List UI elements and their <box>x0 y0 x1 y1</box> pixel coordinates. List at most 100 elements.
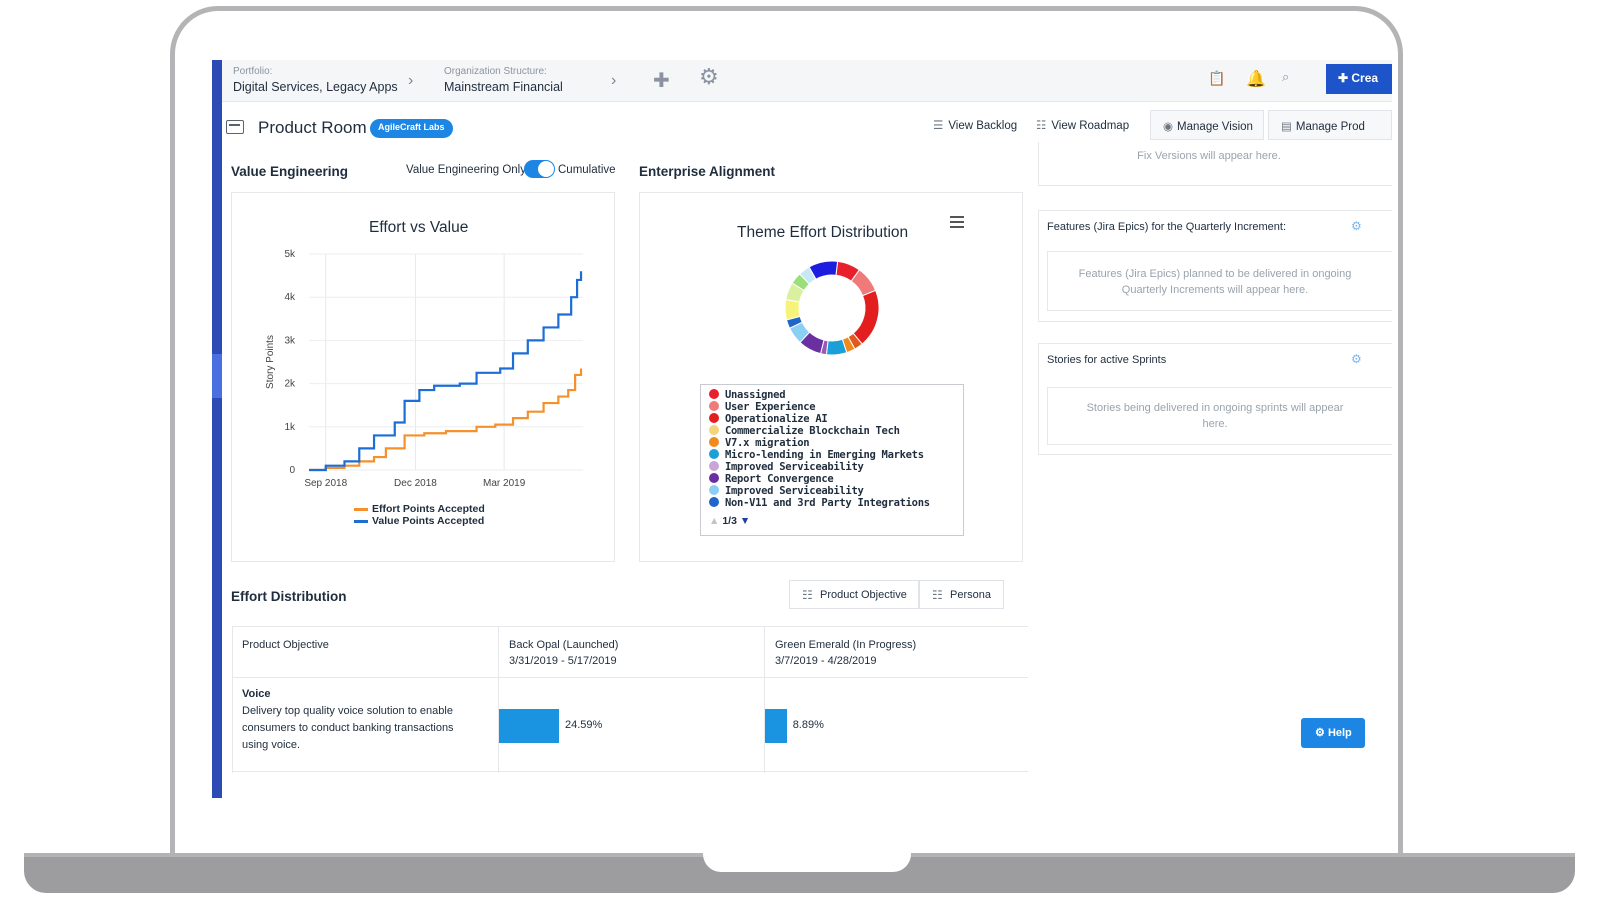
manage-vision-label: Manage Vision <box>1177 121 1253 133</box>
product-objective-button[interactable]: ☷ Product Objective <box>789 580 919 609</box>
laptop-notch <box>703 853 911 872</box>
bell-icon[interactable]: 🔔 <box>1246 71 1266 88</box>
stories-placeholder-box: Stories being delivered in ongoing sprin… <box>1047 387 1392 445</box>
donut-legend-item[interactable]: Improved Serviceability <box>709 485 963 497</box>
fix-versions-box: Fix Versions will appear here. <box>1038 142 1392 186</box>
search-icon[interactable]: ⌕ <box>1282 69 1290 84</box>
donut-legend: Unassigned User Experience Operationalize … <box>700 384 964 536</box>
y-tick-label: 3k <box>284 335 296 346</box>
donut-slice[interactable] <box>784 298 801 321</box>
table-row-divider <box>232 677 1028 678</box>
legend-dot <box>709 473 719 483</box>
view-roadmap-button[interactable]: ☷ View Roadmap <box>1036 118 1129 132</box>
hierarchy-icon: ☷ <box>802 588 813 602</box>
pager-text: 1/3 <box>722 515 737 527</box>
hierarchy-icon: ☷ <box>932 588 943 602</box>
x-tick-label: Mar 2019 <box>483 478 526 489</box>
table-col-border <box>232 627 233 773</box>
persona-button[interactable]: ☷ Persona <box>919 580 1004 609</box>
legend-dot <box>709 497 719 507</box>
accent-bar-handle[interactable] <box>212 354 222 398</box>
donut-legend-item[interactable]: Commercialize Blockchain Tech <box>709 425 963 437</box>
chevron-right-icon: › <box>611 72 617 89</box>
manage-product-button[interactable]: ▤ Manage Prod <box>1268 110 1392 140</box>
legend-item-label: Report Convergence <box>725 473 834 485</box>
features-title: Features (Jira Epics) for the Quarterly … <box>1047 221 1287 233</box>
clipboard-icon[interactable]: 📋 <box>1208 70 1226 86</box>
legend-swatch-orange <box>354 507 368 511</box>
legend-effort-points[interactable]: Effort Points Accepted <box>354 503 485 515</box>
table-header-green-emerald[interactable]: Green Emerald (In Progress) 3/7/2019 - 4/… <box>775 637 916 669</box>
voice-desc-line3: using voice. <box>242 739 301 751</box>
legend-item-label: Improved Serviceability <box>725 461 864 473</box>
settings-icon[interactable]: ⚙ <box>1351 219 1362 233</box>
gears-icon[interactable]: ⚙ <box>699 64 719 89</box>
donut-legend-item[interactable]: Micro-lending in Emerging Markets <box>709 449 963 461</box>
y-tick-label: 1k <box>284 422 296 433</box>
toggle-label-value-only: Value Engineering Only <box>406 164 526 176</box>
org-structure-label: Organization Structure: <box>444 66 547 77</box>
create-button[interactable]: ✚ Crea <box>1326 64 1392 94</box>
persona-button-label: Persona <box>950 589 991 601</box>
help-icon: ⚙ <box>1315 727 1325 739</box>
portfolio-label: Portfolio: <box>233 66 273 77</box>
features-placeholder-line1: Features (Jira Epics) planned to be deli… <box>1078 268 1352 280</box>
left-accent-bar <box>212 60 222 798</box>
chart-menu-icon[interactable] <box>950 216 964 231</box>
donut-slice[interactable] <box>808 260 839 280</box>
legend-item-label: Improved Serviceability <box>725 485 864 497</box>
table-row-divider <box>232 771 1028 772</box>
green-emerald-dates: 3/7/2019 - 4/28/2019 <box>775 655 877 667</box>
app-screen: Portfolio: Digital Services, Legacy Apps… <box>212 60 1392 798</box>
legend-item-label: Non-V11 and 3rd Party Integrations <box>725 497 930 509</box>
value-points-series-line[interactable] <box>309 271 583 472</box>
table-col-border <box>764 627 765 773</box>
effort-bar-green-emerald[interactable] <box>765 709 787 743</box>
settings-icon[interactable]: ⚙ <box>1351 352 1362 366</box>
team-badge[interactable]: AgileCraft Labs <box>370 119 453 138</box>
donut-legend-item[interactable]: V7.x migration <box>709 437 963 449</box>
table-header-back-opal[interactable]: Back Opal (Launched) 3/31/2019 - 5/17/201… <box>509 637 618 669</box>
effort-bar-back-opal[interactable] <box>499 709 559 743</box>
add-icon[interactable]: ✚ <box>653 70 670 92</box>
donut-legend-item[interactable]: Operationalize AI <box>709 413 963 425</box>
legend-dot <box>709 413 719 423</box>
org-structure-value: Mainstream Financial <box>444 80 563 94</box>
back-opal-dates: 3/31/2019 - 5/17/2019 <box>509 655 617 667</box>
stories-placeholder-line1: Stories being delivered in ongoing sprin… <box>1086 402 1344 414</box>
legend-swatch-blue <box>354 519 368 523</box>
legend-value-points[interactable]: Value Points Accepted <box>354 515 484 527</box>
voice-desc-line2: consumers to conduct banking transaction… <box>242 722 454 734</box>
donut-slice[interactable] <box>852 289 880 345</box>
y-tick-label: 4k <box>284 292 296 303</box>
cumulative-toggle[interactable] <box>524 160 555 178</box>
donut-legend-item[interactable]: Report Convergence <box>709 473 963 485</box>
pager-down-icon[interactable]: ▼ <box>736 515 751 527</box>
voice-desc-line1: Delivery top quality voice solution to e… <box>242 705 453 717</box>
legend-effort-label: Effort Points Accepted <box>372 503 485 515</box>
stories-title: Stories for active Sprints <box>1047 354 1167 366</box>
roadmap-icon: ☷ <box>1036 120 1047 132</box>
donut-legend-item[interactable]: Improved Serviceability <box>709 461 963 473</box>
pager-up-icon[interactable]: ▲ <box>709 515 723 527</box>
manage-product-label: Manage Prod <box>1295 121 1365 133</box>
effort-value-green-emerald: 8.89% <box>792 719 824 731</box>
view-backlog-button[interactable]: ☰ View Backlog <box>933 118 1017 132</box>
help-button[interactable]: ⚙ Help <box>1301 718 1365 748</box>
manage-vision-button[interactable]: ◉ Manage Vision <box>1150 110 1264 140</box>
legend-dot <box>709 485 719 495</box>
value-engineering-title: Value Engineering <box>231 164 349 179</box>
help-label: Help <box>1327 727 1352 739</box>
donut-legend-item[interactable]: User Experience <box>709 401 963 413</box>
donut-legend-item[interactable]: Unassigned <box>709 389 963 401</box>
y-tick-label: 0 <box>289 465 295 476</box>
portfolio-value: Digital Services, Legacy Apps <box>233 80 398 94</box>
org-structure-breadcrumb[interactable]: Organization Structure: Mainstream Finan… <box>444 66 563 94</box>
list-icon: ☰ <box>933 120 944 132</box>
effort-points-series-line[interactable] <box>309 368 583 472</box>
donut-legend-item[interactable]: Non-V11 and 3rd Party Integrations <box>709 497 963 509</box>
page-title: Product Room <box>258 118 367 137</box>
fix-versions-placeholder: Fix Versions will appear here. <box>1137 150 1281 162</box>
portfolio-breadcrumb[interactable]: Portfolio: Digital Services, Legacy Apps <box>233 66 398 94</box>
product-objective-button-label: Product Objective <box>820 589 907 601</box>
